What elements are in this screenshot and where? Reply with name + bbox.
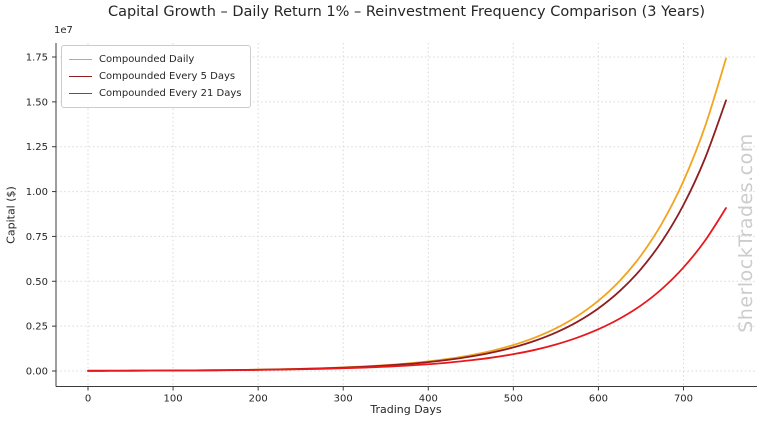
legend-label-every-5-days: Compounded Every 5 Days [99, 71, 236, 82]
y-tick-label: 1.00 [26, 187, 48, 198]
y-axis-label: Capital ($) [4, 186, 18, 244]
x-tick-label: 700 [674, 394, 693, 405]
legend-line-every-5-days-icon [69, 76, 92, 77]
y-tick-label: 0.00 [26, 367, 48, 378]
y-tick-label: 1.50 [26, 97, 48, 108]
x-tick-label: 400 [419, 394, 438, 405]
series-line-1 [87, 99, 727, 372]
chart-title: Capital Growth – Daily Return 1% – Reinv… [107, 4, 706, 20]
legend-label-every-21-days: Compounded Every 21 Days [99, 88, 242, 99]
x-tick-label: 100 [164, 394, 183, 405]
x-tick-label: 500 [504, 394, 523, 405]
y-tick-label: 0.50 [26, 277, 48, 288]
legend-line-daily-icon [69, 59, 92, 60]
legend-item-every-21-days: Compounded Every 21 Days [69, 85, 241, 102]
series-line-2 [87, 207, 727, 372]
legend-line-every-21-days-icon [69, 93, 92, 94]
legend-label-daily: Compounded Daily [99, 54, 195, 65]
x-tick-label: 200 [249, 394, 268, 405]
y-axis-offset-label: 1e7 [54, 25, 73, 36]
y-tick-label: 0.75 [26, 232, 48, 243]
x-tick-label: 300 [334, 394, 353, 405]
x-axis-label: Trading Days [370, 403, 442, 416]
y-tick-label: 1.75 [26, 53, 48, 64]
legend-item-every-5-days: Compounded Every 5 Days [69, 68, 241, 85]
legend-box: Compounded Daily Compounded Every 5 Days… [61, 45, 252, 108]
watermark-text: SherlockTrades.com [735, 133, 757, 333]
y-tick-label: 0.25 [26, 322, 48, 333]
legend-item-daily: Compounded Daily [69, 51, 241, 68]
y-tick-label: 1.25 [26, 142, 48, 153]
x-tick-label: 0 [85, 394, 91, 405]
x-tick-label: 600 [589, 394, 608, 405]
